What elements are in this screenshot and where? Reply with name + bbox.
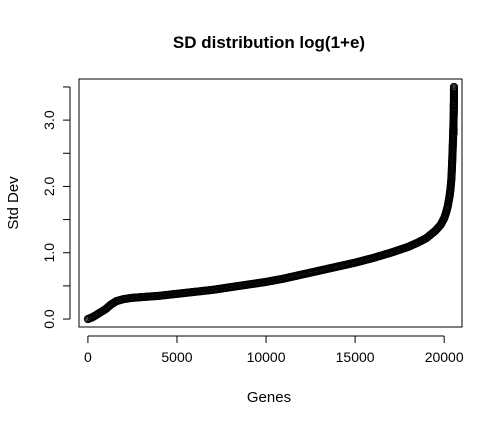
data-point <box>449 99 458 108</box>
data-point <box>449 129 458 138</box>
x-tick-label: 5000 <box>161 349 192 365</box>
y-tick-label: 3.0 <box>41 110 57 130</box>
data-point <box>449 125 458 135</box>
x-tick-label: 10000 <box>247 349 286 365</box>
x-axis-label: Genes <box>247 389 291 406</box>
y-axis: 0.0 1.0 2.0 3.0 <box>41 86 71 329</box>
y-axis-label: Std Dev <box>5 176 22 230</box>
x-tick-label: 20000 <box>425 349 464 365</box>
x-tick-label: 0 <box>84 349 92 365</box>
y-tick-label: 0.0 <box>41 309 57 329</box>
data-points <box>83 82 459 324</box>
chart-title: SD distribution log(1+e) <box>173 33 365 52</box>
y-tick-label: 1.0 <box>41 243 57 263</box>
x-axis: 0 5000 10000 15000 20000 <box>84 335 464 365</box>
y-tick-label: 2.0 <box>41 176 57 196</box>
plot-frame <box>78 78 463 328</box>
data-point <box>449 82 459 92</box>
x-tick-label: 15000 <box>336 349 375 365</box>
